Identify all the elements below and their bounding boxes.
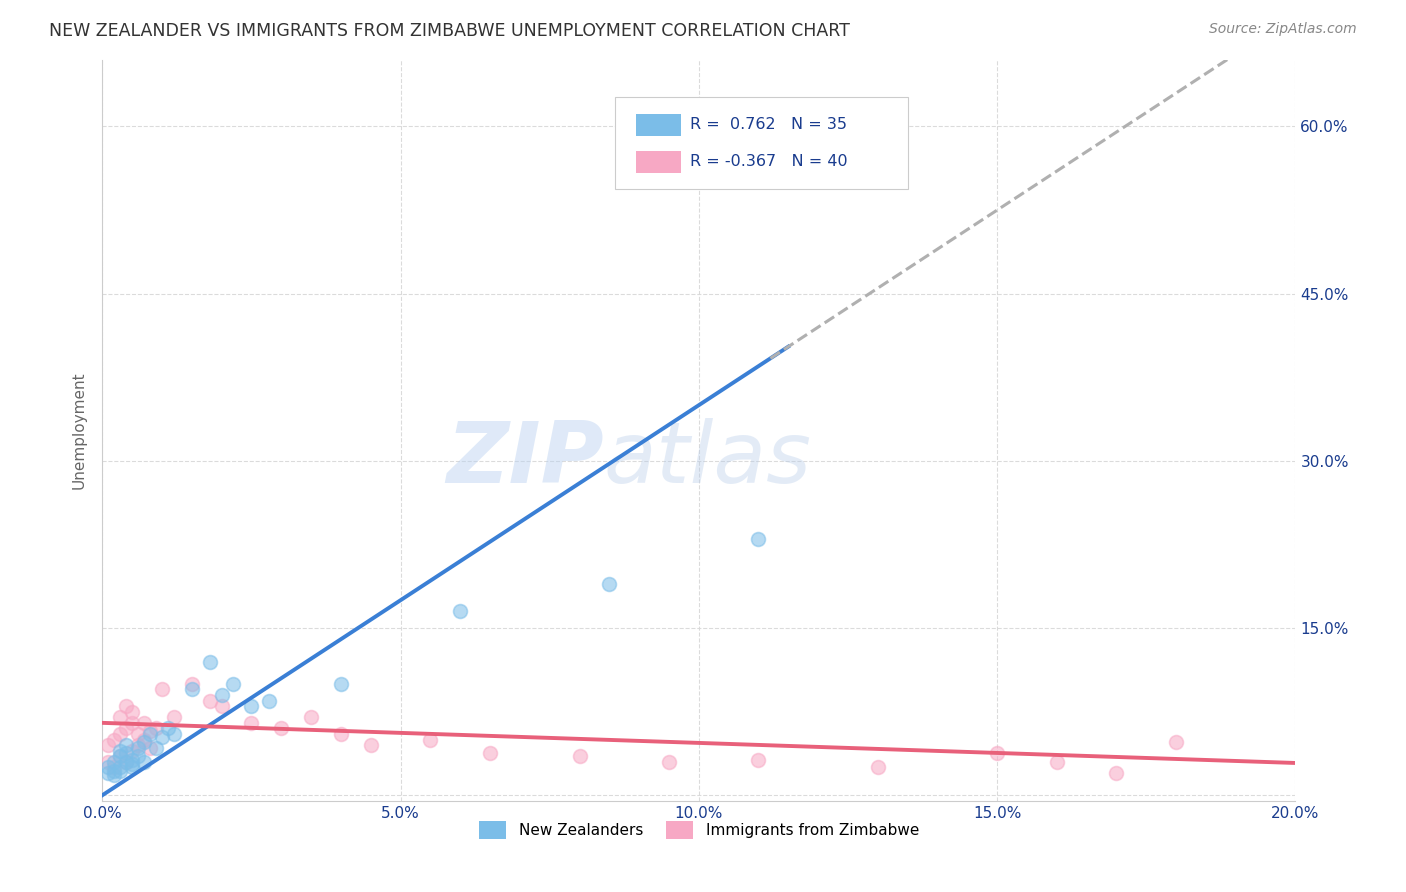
Point <box>240 699 263 714</box>
Point <box>108 764 131 778</box>
Point <box>103 732 125 747</box>
Point <box>986 746 1008 760</box>
Text: R = -0.367   N = 40: R = -0.367 N = 40 <box>690 154 848 169</box>
Point <box>115 755 138 769</box>
Point <box>568 749 591 764</box>
Point <box>115 722 138 736</box>
Point <box>866 760 889 774</box>
Legend: New Zealanders, Immigrants from Zimbabwe: New Zealanders, Immigrants from Zimbabwe <box>472 815 925 845</box>
Point <box>419 732 441 747</box>
Point <box>132 732 155 747</box>
Point <box>299 710 322 724</box>
Text: R =  0.762   N = 35: R = 0.762 N = 35 <box>690 118 848 132</box>
Point <box>108 727 131 741</box>
Point <box>103 764 125 778</box>
Point <box>150 731 173 745</box>
Point <box>115 746 138 760</box>
Point <box>97 738 120 752</box>
Point <box>139 741 162 756</box>
Point <box>145 722 167 736</box>
Point <box>127 741 149 756</box>
Point <box>329 727 352 741</box>
Point <box>163 710 186 724</box>
Point <box>163 727 186 741</box>
Point <box>747 532 769 546</box>
Point <box>108 749 131 764</box>
Point <box>97 766 120 780</box>
Point <box>1046 755 1069 769</box>
Point <box>150 682 173 697</box>
Point <box>211 688 233 702</box>
Text: NEW ZEALANDER VS IMMIGRANTS FROM ZIMBABWE UNEMPLOYMENT CORRELATION CHART: NEW ZEALANDER VS IMMIGRANTS FROM ZIMBABW… <box>49 22 851 40</box>
Point <box>121 744 143 758</box>
Point <box>121 757 143 772</box>
FancyBboxPatch shape <box>616 96 908 189</box>
Point <box>121 715 143 730</box>
Point <box>115 699 138 714</box>
Point <box>132 755 155 769</box>
Y-axis label: Unemployment: Unemployment <box>72 371 86 489</box>
Text: Source: ZipAtlas.com: Source: ZipAtlas.com <box>1209 22 1357 37</box>
Point <box>837 147 859 161</box>
Point <box>121 760 143 774</box>
Point <box>97 755 120 769</box>
Point <box>1166 735 1188 749</box>
Point <box>329 677 352 691</box>
Point <box>121 705 143 719</box>
Point <box>108 749 131 764</box>
Point <box>198 655 221 669</box>
Point <box>115 738 138 752</box>
Point <box>270 722 292 736</box>
Point <box>139 727 162 741</box>
Point <box>127 749 149 764</box>
Point <box>108 744 131 758</box>
Point <box>211 699 233 714</box>
Point <box>127 738 149 752</box>
Point <box>97 760 120 774</box>
Point <box>747 753 769 767</box>
Point <box>108 710 131 724</box>
Point <box>108 760 131 774</box>
Point <box>103 768 125 782</box>
Point <box>132 735 155 749</box>
Point <box>115 755 138 769</box>
Point <box>103 755 125 769</box>
Point <box>658 755 681 769</box>
Point <box>449 604 471 618</box>
Text: atlas: atlas <box>603 418 811 501</box>
Point <box>479 746 502 760</box>
Point <box>145 741 167 756</box>
Text: ZIP: ZIP <box>446 418 603 501</box>
Point <box>222 677 245 691</box>
Point <box>121 753 143 767</box>
Point <box>180 682 202 697</box>
Point <box>1105 766 1128 780</box>
Point <box>103 760 125 774</box>
Point <box>156 722 179 736</box>
Bar <box>636 113 681 136</box>
Point <box>259 693 281 707</box>
Point <box>180 677 202 691</box>
Point <box>240 715 263 730</box>
Point <box>132 715 155 730</box>
Point <box>198 693 221 707</box>
Point <box>127 727 149 741</box>
Point <box>598 576 620 591</box>
Bar <box>636 151 681 173</box>
Point <box>360 738 382 752</box>
Point <box>139 723 162 738</box>
